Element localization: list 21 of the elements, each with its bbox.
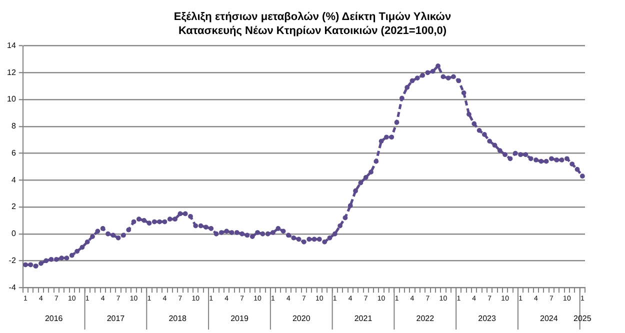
text: 2025 xyxy=(574,314,592,323)
y-tick-label: 12 xyxy=(6,68,16,77)
text: 2018 xyxy=(168,314,188,323)
text: 2021 xyxy=(354,314,373,323)
text: 2019 xyxy=(230,314,249,323)
text: 2023 xyxy=(478,314,496,323)
text: 2022 xyxy=(416,314,435,323)
y-tick-label: 14 xyxy=(6,41,16,50)
y-tick-label: 8 xyxy=(11,122,16,131)
text: 2020 xyxy=(292,314,311,323)
y-tick-label: 10 xyxy=(6,94,16,104)
y-tick-label: 6 xyxy=(11,148,16,158)
y-tick-label: 2 xyxy=(11,202,16,212)
text: 2017 xyxy=(106,314,126,323)
chart-title: Εξέλιξη ετήσιων μεταβολών (%) Δείκτη Τιμών Υλικών Κατασκευής Νέων Κτηρίων Κατοικιών (2021=100,0) xyxy=(172,10,452,38)
y-tick-label: 4 xyxy=(11,175,16,184)
y-tick-label: -2 xyxy=(8,256,16,265)
text: 2016 xyxy=(44,314,64,323)
y-tick-label: -4 xyxy=(8,282,16,292)
text: 2024 xyxy=(540,314,558,323)
y-tick-label: 0 xyxy=(11,229,16,238)
